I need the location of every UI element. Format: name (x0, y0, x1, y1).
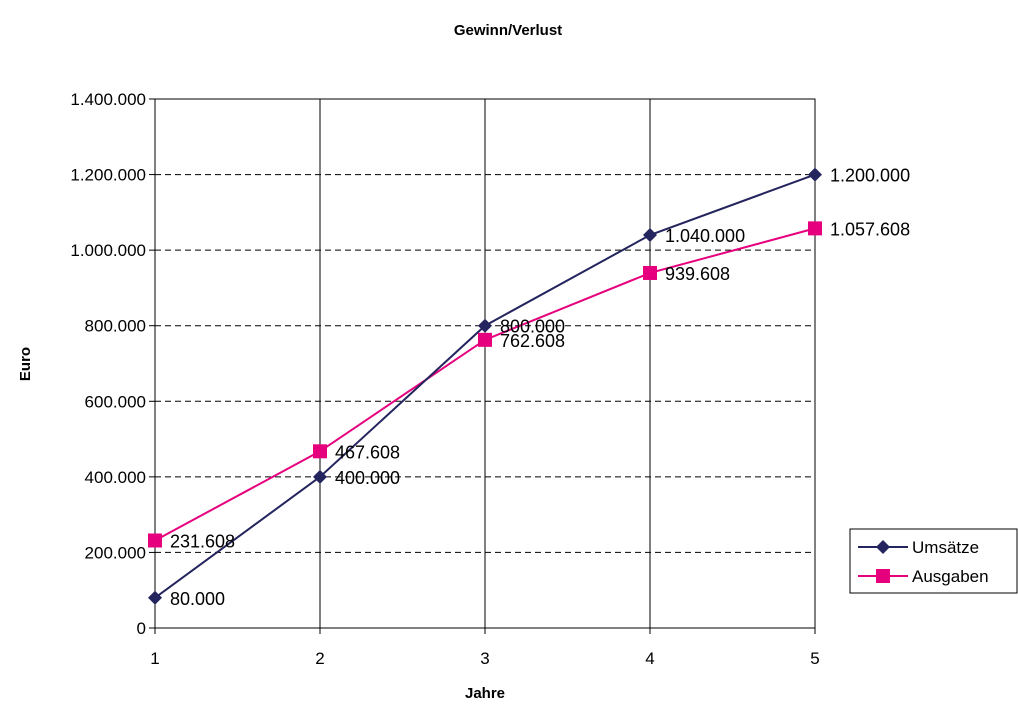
y-tick-label: 0 (137, 619, 146, 638)
data-label: 800.000 (500, 317, 565, 337)
data-point (643, 265, 657, 280)
data-point (808, 221, 822, 236)
x-tick-label: 5 (810, 649, 819, 668)
data-point (478, 318, 492, 333)
y-tick-label: 600.000 (85, 392, 146, 411)
chart-title: Gewinn/Verlust (454, 22, 562, 39)
data-label: 80.000 (170, 589, 225, 609)
y-tick-label: 400.000 (85, 468, 146, 487)
y-tick-label: 1.200.000 (70, 166, 146, 185)
x-axis-title: Jahre (465, 685, 505, 702)
data-label: 939.608 (665, 264, 730, 284)
x-tick-label: 2 (315, 649, 324, 668)
plot-area: 0 200.000 400.000 600.000 800.000 1.000.000 1.… (70, 90, 910, 668)
data-point (148, 590, 162, 605)
legend: Umsätze Ausgaben (849, 528, 1018, 594)
data-point (478, 332, 492, 347)
legend-marker (876, 569, 890, 583)
x-tick-label: 1 (150, 649, 159, 668)
x-tick-label: 4 (645, 649, 654, 668)
data-label: 400.000 (335, 468, 400, 488)
data-label: 1.200.000 (830, 166, 910, 186)
legend-label: Umsätze (912, 538, 979, 557)
data-point (643, 228, 657, 243)
data-label: 1.040.000 (665, 226, 745, 246)
data-label: 762.608 (500, 331, 565, 351)
legend-marker (876, 540, 890, 554)
y-tick-label: 1.000.000 (70, 241, 146, 260)
data-point (313, 469, 327, 484)
data-point (148, 533, 162, 548)
data-point (313, 444, 327, 459)
data-label: 467.608 (335, 442, 400, 462)
data-label: 231.608 (170, 531, 235, 551)
y-tick-label: 1.400.000 (70, 90, 146, 109)
y-axis-title: Euro (17, 347, 34, 381)
data-point (808, 167, 822, 182)
legend-label: Ausgaben (912, 567, 989, 586)
y-tick-label: 200.000 (85, 543, 146, 562)
y-tick-label: 800.000 (85, 317, 146, 336)
data-label: 1.057.608 (830, 219, 910, 239)
x-tick-label: 3 (480, 649, 489, 668)
